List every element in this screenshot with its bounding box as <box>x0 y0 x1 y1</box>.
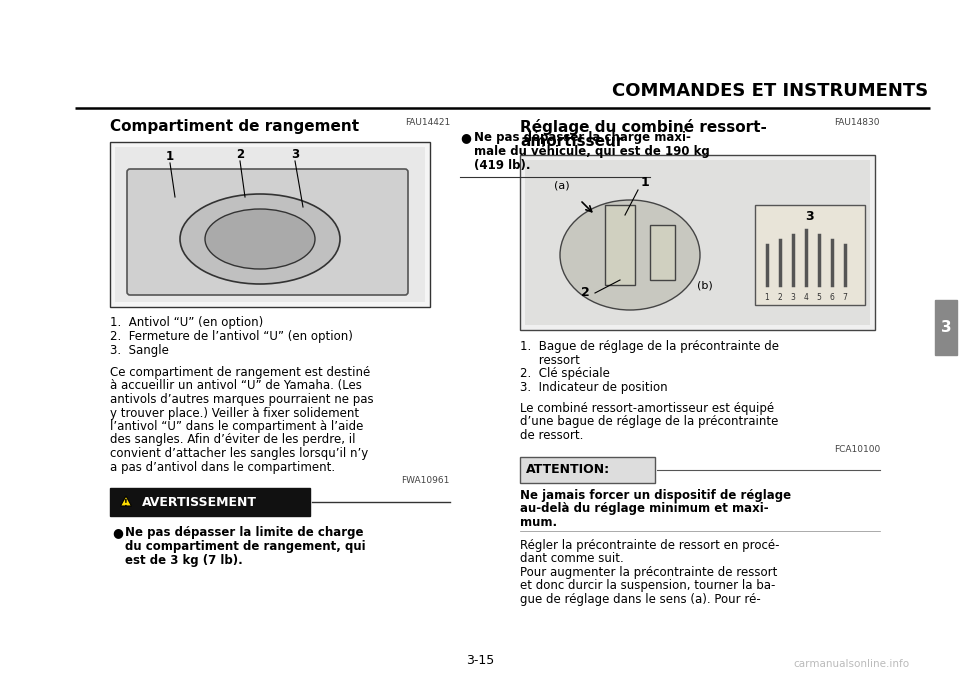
Bar <box>755 205 865 305</box>
Ellipse shape <box>205 209 315 269</box>
Text: dant comme suit.: dant comme suit. <box>520 553 624 565</box>
Text: 6: 6 <box>829 292 834 302</box>
Text: à accueillir un antivol “U” de Yamaha. (Les: à accueillir un antivol “U” de Yamaha. (… <box>110 380 362 393</box>
Ellipse shape <box>180 194 340 284</box>
Text: AVERTISSEMENT: AVERTISSEMENT <box>142 496 257 508</box>
Text: 5: 5 <box>817 292 822 302</box>
Text: des sangles. Afin d’éviter de les perdre, il: des sangles. Afin d’éviter de les perdre… <box>110 433 355 447</box>
Text: 1: 1 <box>764 292 769 302</box>
Text: d’une bague de réglage de la précontrainte: d’une bague de réglage de la précontrain… <box>520 416 779 428</box>
Text: 3: 3 <box>791 292 796 302</box>
Text: FWA10961: FWA10961 <box>401 476 450 485</box>
Text: (419 lb).: (419 lb). <box>474 159 531 172</box>
FancyBboxPatch shape <box>127 169 408 295</box>
Bar <box>115 147 425 302</box>
Bar <box>520 456 655 483</box>
Text: 3.  Indicateur de position: 3. Indicateur de position <box>520 380 667 393</box>
Text: 3-15: 3-15 <box>466 654 494 666</box>
Bar <box>110 142 430 307</box>
Text: (b): (b) <box>697 280 713 290</box>
Text: ressort: ressort <box>520 353 580 367</box>
Text: 3: 3 <box>941 319 951 334</box>
Text: l’antivol “U” dans le compartiment à l’aide: l’antivol “U” dans le compartiment à l’a… <box>110 420 364 433</box>
Text: FAU14421: FAU14421 <box>405 118 450 127</box>
Text: FAU14830: FAU14830 <box>834 118 880 127</box>
Text: 7: 7 <box>843 292 848 302</box>
Text: Compartiment de rangement: Compartiment de rangement <box>110 119 359 134</box>
Text: 2: 2 <box>778 292 782 302</box>
Text: 3.  Sangle: 3. Sangle <box>110 344 169 357</box>
Text: COMMANDES ET INSTRUMENTS: COMMANDES ET INSTRUMENTS <box>612 82 928 100</box>
Text: Ne jamais forcer un dispositif de réglage: Ne jamais forcer un dispositif de réglag… <box>520 489 791 502</box>
Text: convient d’attacher les sangles lorsqu’il n’y: convient d’attacher les sangles lorsqu’i… <box>110 447 369 460</box>
Text: ●: ● <box>112 526 123 539</box>
Text: 1.  Antivol “U” (en option): 1. Antivol “U” (en option) <box>110 316 263 329</box>
Text: est de 3 kg (7 lb).: est de 3 kg (7 lb). <box>125 554 243 567</box>
Text: amortisseur: amortisseur <box>520 134 623 149</box>
Polygon shape <box>121 496 132 506</box>
Text: Le combiné ressort-amortisseur est équipé: Le combiné ressort-amortisseur est équip… <box>520 402 774 415</box>
Text: gue de réglage dans le sens (a). Pour ré-: gue de réglage dans le sens (a). Pour ré… <box>520 593 760 606</box>
Text: (a): (a) <box>554 180 570 190</box>
Text: ●: ● <box>460 131 470 144</box>
Text: 2.  Clé spéciale: 2. Clé spéciale <box>520 367 610 380</box>
Text: carmanualsonline.info: carmanualsonline.info <box>794 659 910 669</box>
Text: Réglage du combiné ressort-: Réglage du combiné ressort- <box>520 119 767 135</box>
Text: 2.  Fermeture de l’antivol “U” (en option): 2. Fermeture de l’antivol “U” (en option… <box>110 330 353 343</box>
Text: 2: 2 <box>581 287 589 300</box>
Text: Régler la précontrainte de ressort en procé-: Régler la précontrainte de ressort en pr… <box>520 539 780 552</box>
Text: 4: 4 <box>804 292 808 302</box>
Text: 1: 1 <box>166 150 174 163</box>
Text: Ce compartiment de rangement est destiné: Ce compartiment de rangement est destiné <box>110 366 371 379</box>
Bar <box>525 160 870 325</box>
Bar <box>110 488 310 516</box>
Text: 1.  Bague de réglage de la précontrainte de: 1. Bague de réglage de la précontrainte … <box>520 340 779 353</box>
Text: 2: 2 <box>236 148 244 161</box>
Text: de ressort.: de ressort. <box>520 429 584 442</box>
Ellipse shape <box>560 200 700 310</box>
Text: 3: 3 <box>805 210 814 224</box>
Text: antivols d’autres marques pourraient ne pas: antivols d’autres marques pourraient ne … <box>110 393 373 406</box>
Bar <box>650 225 675 280</box>
Text: a pas d’antivol dans le compartiment.: a pas d’antivol dans le compartiment. <box>110 460 335 473</box>
Text: mum.: mum. <box>520 515 557 528</box>
Text: Pour augmenter la précontrainte de ressort: Pour augmenter la précontrainte de resso… <box>520 566 778 579</box>
Text: ATTENTION:: ATTENTION: <box>526 463 611 476</box>
Text: male du véhicule, qui est de 190 kg: male du véhicule, qui est de 190 kg <box>474 145 709 158</box>
Bar <box>935 300 957 355</box>
Text: 3: 3 <box>291 148 300 161</box>
Text: du compartiment de rangement, qui: du compartiment de rangement, qui <box>125 540 366 553</box>
Text: 1: 1 <box>640 176 649 189</box>
Bar <box>520 155 875 330</box>
Bar <box>605 205 635 285</box>
Text: FCA10100: FCA10100 <box>833 445 880 454</box>
Text: et donc durcir la suspension, tourner la ba-: et donc durcir la suspension, tourner la… <box>520 580 776 593</box>
Text: y trouver place.) Veiller à fixer solidement: y trouver place.) Veiller à fixer solide… <box>110 407 359 420</box>
Text: au-delà du réglage minimum et maxi-: au-delà du réglage minimum et maxi- <box>520 502 769 515</box>
Text: Ne pas dépasser la limite de charge: Ne pas dépasser la limite de charge <box>125 526 364 539</box>
Text: Ne pas dépasser la charge maxi-: Ne pas dépasser la charge maxi- <box>474 131 691 144</box>
Text: !: ! <box>124 498 128 508</box>
